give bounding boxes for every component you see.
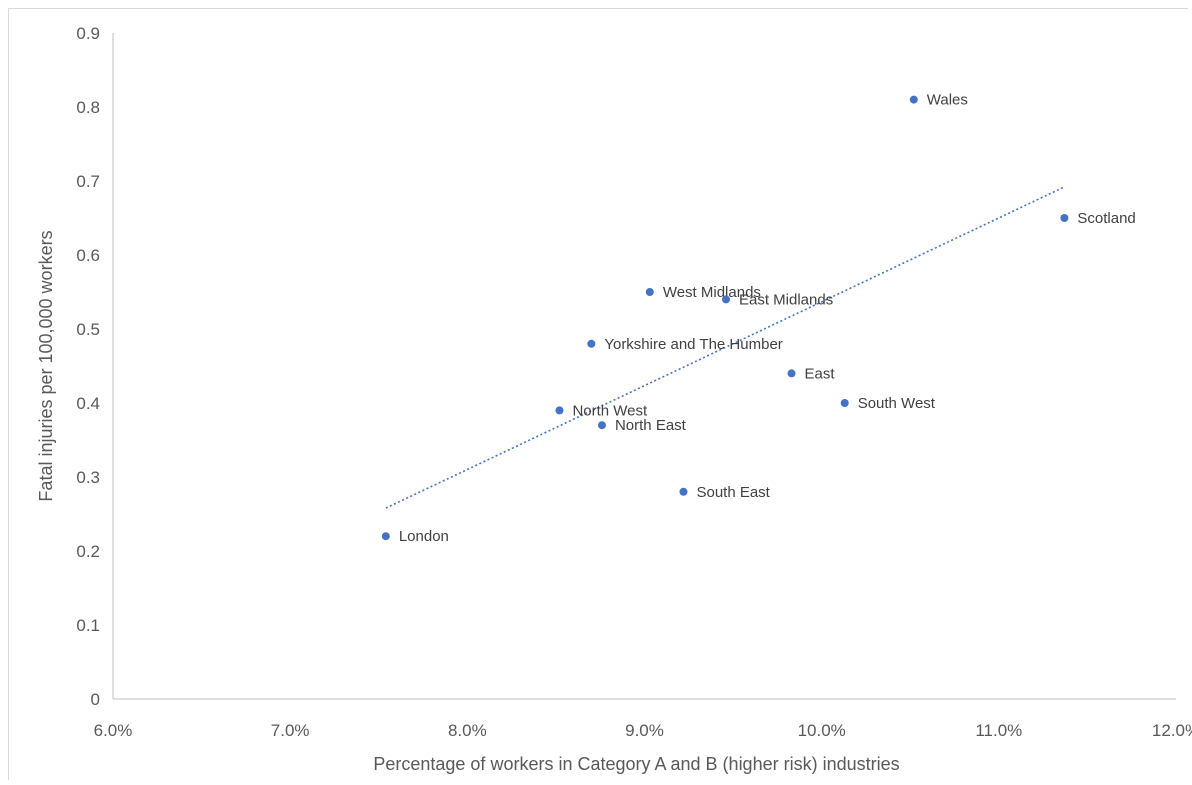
- data-point: [555, 406, 564, 415]
- data-point-label: South West: [858, 395, 936, 412]
- data-point-label: North East: [615, 417, 687, 434]
- y-tick-label: 0.1: [76, 616, 100, 635]
- data-point: [645, 288, 654, 296]
- x-tick-label: 7.0%: [271, 721, 310, 740]
- data-point-label: North West: [572, 402, 648, 419]
- chart-frame: [8, 8, 1188, 780]
- y-tick-label: 0.5: [76, 320, 100, 339]
- data-point-label: Scotland: [1077, 210, 1135, 227]
- x-tick-label: 11.0%: [975, 721, 1022, 740]
- data-point: [1060, 214, 1069, 222]
- data-point: [840, 399, 849, 407]
- data-point-label: East Midlands: [739, 291, 833, 308]
- y-tick-label: 0: [91, 690, 100, 709]
- y-tick-label: 0.9: [76, 24, 100, 43]
- x-tick-label: 9.0%: [625, 721, 664, 740]
- y-tick-label: 0.7: [76, 172, 100, 191]
- y-tick-label: 0.8: [76, 98, 100, 117]
- axes: 0 0.1 0.2 0.3 0.4 0.5 0.6 0.7 0.8 0.9 6.0% 7.0% 8.0%…: [76, 24, 1192, 740]
- data-point: [909, 95, 918, 104]
- data-point: [381, 532, 390, 541]
- x-tick-label: 12.0%: [1152, 721, 1192, 740]
- y-tick-label: 0.4: [76, 394, 100, 413]
- x-tick-label: 8.0%: [448, 721, 487, 740]
- data-point-label: London: [399, 528, 449, 545]
- trendline: [385, 186, 1065, 509]
- y-tick-label: 0.6: [76, 246, 100, 265]
- x-tick-label: 10.0%: [798, 721, 846, 740]
- data-point-label: West Midlands: [663, 284, 761, 301]
- x-tick-label: 6.0%: [94, 721, 133, 740]
- data-point-label: East: [805, 365, 836, 382]
- y-tick-label: 0.3: [76, 468, 100, 487]
- data-point: [679, 487, 688, 496]
- points-group: London North West Yorkshire and The Humber…: [381, 92, 1136, 545]
- data-point-label: South East: [696, 484, 770, 501]
- data-point: [587, 339, 596, 348]
- data-point: [787, 369, 796, 378]
- y-axis-title: Fatal injuries per 100,000 workers: [36, 230, 56, 501]
- data-point-label: Yorkshire and The Humber: [604, 336, 782, 353]
- trendline-group: [385, 186, 1065, 509]
- data-point: [721, 295, 730, 304]
- data-point-label: Wales: [927, 92, 968, 109]
- y-tick-label: 0.2: [76, 542, 100, 561]
- x-axis-title: Percentage of workers in Category A and …: [373, 754, 899, 774]
- data-point: [597, 421, 606, 430]
